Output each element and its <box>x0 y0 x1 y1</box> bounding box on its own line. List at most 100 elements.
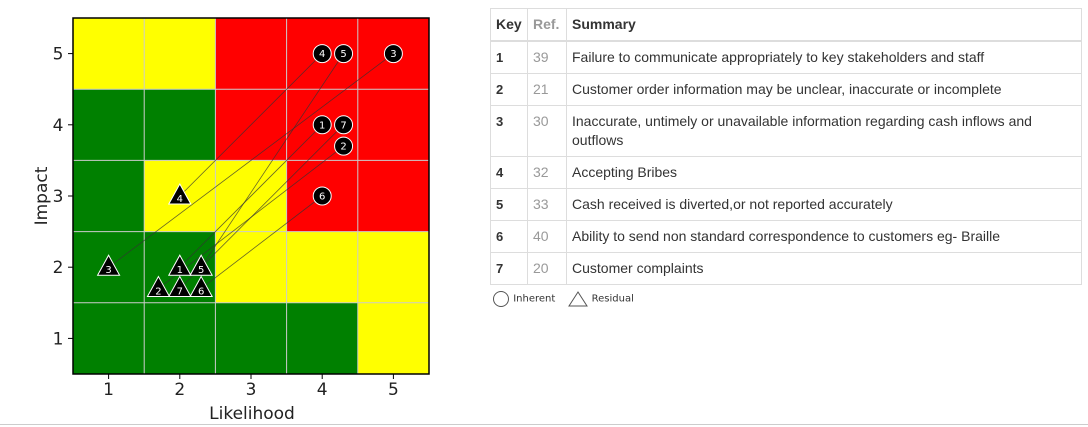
inherent-marker[interactable] <box>334 44 354 64</box>
inherent-marker-label: 7 <box>340 120 346 131</box>
x-tick-label: 5 <box>388 380 399 400</box>
table-row[interactable]: 3 30 Inaccurate, untimely or unavailable i… <box>490 105 1082 157</box>
inherent-marker-label: 2 <box>340 142 346 153</box>
inherent-marker[interactable] <box>383 44 403 64</box>
cell-key: 5 <box>490 188 528 221</box>
col-key-header[interactable]: Key <box>490 8 528 42</box>
col-summary-header[interactable]: Summary <box>566 8 1082 42</box>
residual-marker[interactable] <box>189 254 214 276</box>
residual-marker-label: 4 <box>177 194 183 205</box>
bottom-divider <box>0 424 1088 425</box>
residual-marker[interactable] <box>167 182 192 205</box>
residual-marker-label: 1 <box>177 265 183 276</box>
cell-ref: 40 <box>527 220 567 253</box>
matrix-cell <box>73 160 145 232</box>
x-tick-label: 2 <box>174 380 185 400</box>
cell-ref: 21 <box>527 73 567 106</box>
matrix-cell <box>286 302 358 374</box>
y-tick-label: 4 <box>53 116 64 136</box>
legend: Inherent Residual <box>492 290 634 308</box>
cell-ref: 33 <box>527 188 567 221</box>
inherent-marker[interactable] <box>312 186 332 206</box>
inherent-marker[interactable] <box>312 44 332 64</box>
risk-link-line <box>200 53 344 268</box>
x-tick-label: 3 <box>246 380 257 400</box>
y-tick-label: 3 <box>53 187 64 207</box>
matrix-cell <box>286 231 358 303</box>
matrix-cell <box>357 302 429 374</box>
table-row[interactable]: 7 20 Customer complaints <box>490 252 1082 285</box>
y-tick-label: 5 <box>53 45 64 65</box>
legend-residual-label: Residual <box>591 293 634 305</box>
matrix-cell <box>215 302 287 374</box>
cell-summary: Accepting Bribes <box>566 156 1082 189</box>
residual-marker[interactable] <box>189 275 214 298</box>
inherent-marker-label: 5 <box>340 49 346 60</box>
residual-marker[interactable] <box>167 275 192 298</box>
cell-key: 1 <box>490 40 528 74</box>
cell-key: 2 <box>490 73 528 106</box>
residual-triangle-icon <box>568 291 589 307</box>
inherent-marker-label: 3 <box>390 49 396 60</box>
inherent-marker[interactable] <box>312 115 332 135</box>
matrix-cell <box>215 18 287 90</box>
residual-marker[interactable] <box>96 254 121 276</box>
cell-key: 7 <box>490 252 528 285</box>
legend-inherent-label: Inherent <box>513 293 556 305</box>
risk-link-line <box>179 124 323 268</box>
y-axis-label: Impact <box>32 166 52 225</box>
matrix-cell <box>215 231 287 303</box>
matrix-cell <box>73 18 145 90</box>
matrix-cell <box>357 231 429 303</box>
risk-table: Key Ref. Summary 1 39 Failure to communica… <box>490 8 1082 285</box>
residual-marker-label: 7 <box>177 287 183 298</box>
cell-ref: 20 <box>527 252 567 285</box>
risk-link-line <box>179 124 344 289</box>
cell-summary: Cash received is diverted,or not reporte… <box>566 188 1082 221</box>
cell-key: 4 <box>490 156 528 189</box>
risk-matrix-chart: 1 2 3 4 5 1 2 3 4 5 1 2 3 4 5 6 7 1 2 3 4 5 6 7 Likelihood Imp… <box>32 17 430 424</box>
y-tick-label: 2 <box>53 258 64 278</box>
cell-summary: Ability to send non standard corresponde… <box>566 220 1082 253</box>
residual-marker-label: 6 <box>198 287 204 298</box>
residual-marker[interactable] <box>146 275 171 298</box>
inherent-circle-icon <box>493 291 509 307</box>
col-ref-header[interactable]: Ref. <box>527 8 567 42</box>
risk-link-line <box>179 53 323 197</box>
x-axis-label: Likelihood <box>209 404 295 424</box>
x-tick-label: 4 <box>317 380 328 400</box>
matrix-cell <box>144 89 216 161</box>
matrix-cell <box>144 18 216 90</box>
cell-key: 6 <box>490 220 528 253</box>
table-row[interactable]: 6 40 Ability to send non standard correspo… <box>490 220 1082 253</box>
cell-summary: Customer complaints <box>566 252 1082 285</box>
table-row[interactable]: 2 21 Customer order information may be unc… <box>490 73 1082 106</box>
cell-ref: 39 <box>527 40 567 74</box>
y-tick-label: 1 <box>53 329 64 349</box>
inherent-marker-label: 4 <box>319 49 325 60</box>
table-row[interactable]: 5 33 Cash received is diverted,or not repo… <box>490 188 1082 221</box>
residual-marker-label: 2 <box>155 287 161 298</box>
matrix-cell <box>144 302 216 374</box>
cell-summary: Inaccurate, untimely or unavailable info… <box>566 105 1082 157</box>
x-tick-label: 1 <box>103 380 114 400</box>
residual-marker-label: 5 <box>198 265 204 276</box>
table-row[interactable]: 4 32 Accepting Bribes <box>490 156 1082 189</box>
matrix-cell <box>357 89 429 161</box>
cell-summary: Customer order information may be unclea… <box>566 73 1082 106</box>
matrix-cell <box>73 302 145 374</box>
table-row[interactable]: 1 39 Failure to communicate appropriately … <box>490 40 1082 74</box>
residual-marker[interactable] <box>167 254 192 276</box>
risk-link-line <box>200 195 323 289</box>
risk-link-line <box>108 53 394 268</box>
matrix-cell <box>357 160 429 232</box>
cell-key: 3 <box>490 105 528 157</box>
matrix-cell <box>73 89 145 161</box>
inherent-marker-label: 1 <box>319 120 325 131</box>
inherent-marker[interactable] <box>334 115 354 135</box>
cell-summary: Failure to communicate appropriately to … <box>566 40 1082 74</box>
table-header-row: Key Ref. Summary <box>490 8 1082 42</box>
cell-ref: 30 <box>527 105 567 157</box>
residual-marker-label: 3 <box>105 265 111 276</box>
inherent-marker[interactable] <box>334 136 354 156</box>
